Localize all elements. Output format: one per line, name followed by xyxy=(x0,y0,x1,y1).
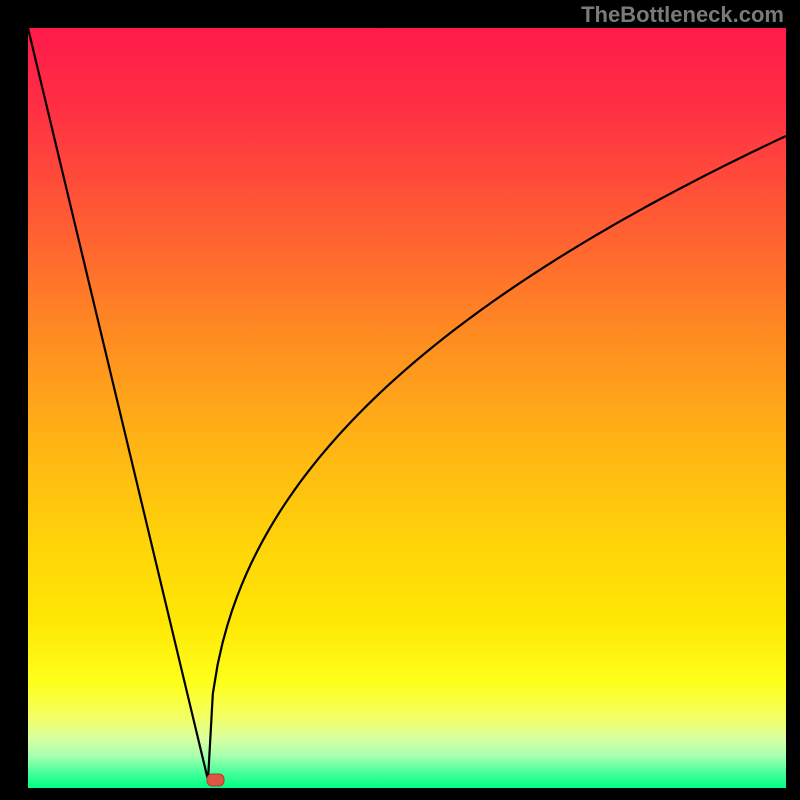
watermark-text: TheBottleneck.com xyxy=(581,2,784,28)
plot-area xyxy=(28,28,786,788)
optimum-marker xyxy=(205,772,226,788)
chart-frame: TheBottleneck.com xyxy=(0,0,800,800)
gradient-background xyxy=(28,28,786,788)
